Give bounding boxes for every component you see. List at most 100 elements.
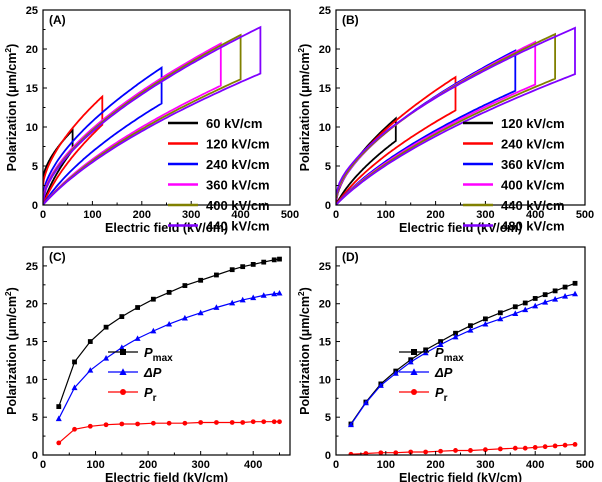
y-axis-title-main: Polarization (μm/cm [5,53,19,172]
data-point-delta-p [250,294,257,301]
legend-label-main: ΔP [143,365,162,380]
legend-label-main: P [144,345,153,360]
data-point-pr [438,448,443,454]
y-axis-title-main: Polarization (μm/cm [5,296,19,415]
plot-frame [42,246,291,456]
y-tick-label: 15 [26,337,38,349]
data-point-pmax [542,292,548,298]
panel-d: 0 100 200 300 400 500 0 5 10 15 20 25 Electric field… [296,246,594,482]
y-tick-label: 25 [319,261,331,273]
data-point-delta-p [512,310,519,316]
legend-label: 120 kV/cm [206,137,270,152]
data-point-pr [348,451,354,455]
legend-label-sub: r [153,393,157,404]
data-point-delta-p [407,358,414,365]
data-point-pr [150,420,156,426]
y-tick-label: 25 [26,261,38,273]
y-axis-title: Polarization (μm/cm2) [3,287,19,415]
data-point-pr [119,421,125,427]
data-point-delta-p [103,354,110,361]
data-point-pr [468,448,473,453]
x-tick-label: 400 [526,459,544,471]
x-tick-label: 0 [333,209,339,221]
legend-label: 240 kV/cm [206,157,270,172]
legend: 60 kV/cm 120 kV/cm 240 kV/cm 360 kV/cm 400 k… [168,116,270,234]
series-line-pr [350,443,576,455]
data-point-pmax [214,272,219,278]
data-point-delta-p [452,333,459,340]
data-point-delta-p [482,320,489,327]
data-point-pr [453,448,458,453]
y-tick-label: 0 [32,450,38,462]
legend-label-sub: max [444,353,464,364]
data-point-pr [56,440,62,446]
legend-label: 240 kV/cm [501,137,565,152]
legend-label: 400 kV/cm [501,178,565,193]
x-tick-label: 100 [377,209,395,221]
x-tick-label: 300 [182,209,200,221]
x-tick-label: 200 [426,209,444,221]
data-point-delta-p [260,292,267,298]
plot-frame [42,9,291,206]
loop-480-kvcm [336,26,576,205]
data-point-pmax [119,314,125,319]
y-tick-label: 0 [325,450,331,462]
y-axis-title-end: ) [298,287,312,291]
data-point-delta-p [542,299,549,305]
legend-marker-pmax [120,349,126,355]
loop-360-kvcm [43,41,222,205]
y-axis-title-sup: 2 [296,291,306,296]
data-point-delta-p [71,384,78,391]
data-point-pmax [198,277,204,283]
loop-120-kvcm [43,94,104,205]
loop-400-kvcm [43,33,242,205]
legend-marker-pmax [411,349,417,355]
series-line-pmax [58,258,280,407]
panel-c: 0 100 200 300 400 0 5 10 15 20 25 Electric field (k… [3,246,291,482]
data-point-pr [261,419,267,425]
y-axis-title-sup: 2 [3,291,13,296]
y-tick-label: 10 [26,122,38,134]
data-point-pr [229,420,235,425]
y-tick-label: 10 [319,374,331,386]
x-tick-label: 400 [526,209,544,221]
data-point-pr [562,442,568,448]
y-tick-label: 10 [26,374,38,386]
data-point-pr [214,420,219,425]
legend-label-main: ΔP [434,365,453,380]
data-point-delta-p [150,327,157,334]
data-point-delta-p [532,302,539,309]
data-point-delta-p [197,309,204,316]
plot-area [336,26,576,205]
y-tick-label: 5 [32,161,38,173]
legend-label-main: P [435,385,444,400]
data-point-delta-p [55,415,62,422]
legend-marker-delta-p [119,368,127,375]
plot-area [347,280,579,455]
legend-label-sub: r [444,393,448,404]
data-point-delta-p [134,335,141,341]
x-tick-label: 300 [476,209,494,221]
data-point-pr [542,444,548,450]
data-point-pr [198,420,204,425]
y-axis-title: Polarization (μm/cm2) [296,44,312,172]
data-point-pr [408,449,414,455]
plot-area [55,256,283,446]
x-tick-label: 400 [231,209,249,221]
data-point-pr [512,445,518,451]
data-point-pmax [72,359,77,365]
x-tick-label: 500 [576,209,594,221]
data-point-delta-p [467,327,474,333]
data-point-delta-p [118,344,125,350]
data-point-pmax [522,300,528,306]
data-point-pmax [103,324,109,330]
data-point-pr [182,420,188,426]
legend-label: 360 kV/cm [206,178,270,193]
data-point-pmax [87,339,93,344]
data-point-pmax [166,289,172,295]
y-tick-label: 0 [325,200,331,212]
x-axis-title: Electric field (kV/cm) [399,471,522,482]
panel-label: (B) [342,13,359,27]
